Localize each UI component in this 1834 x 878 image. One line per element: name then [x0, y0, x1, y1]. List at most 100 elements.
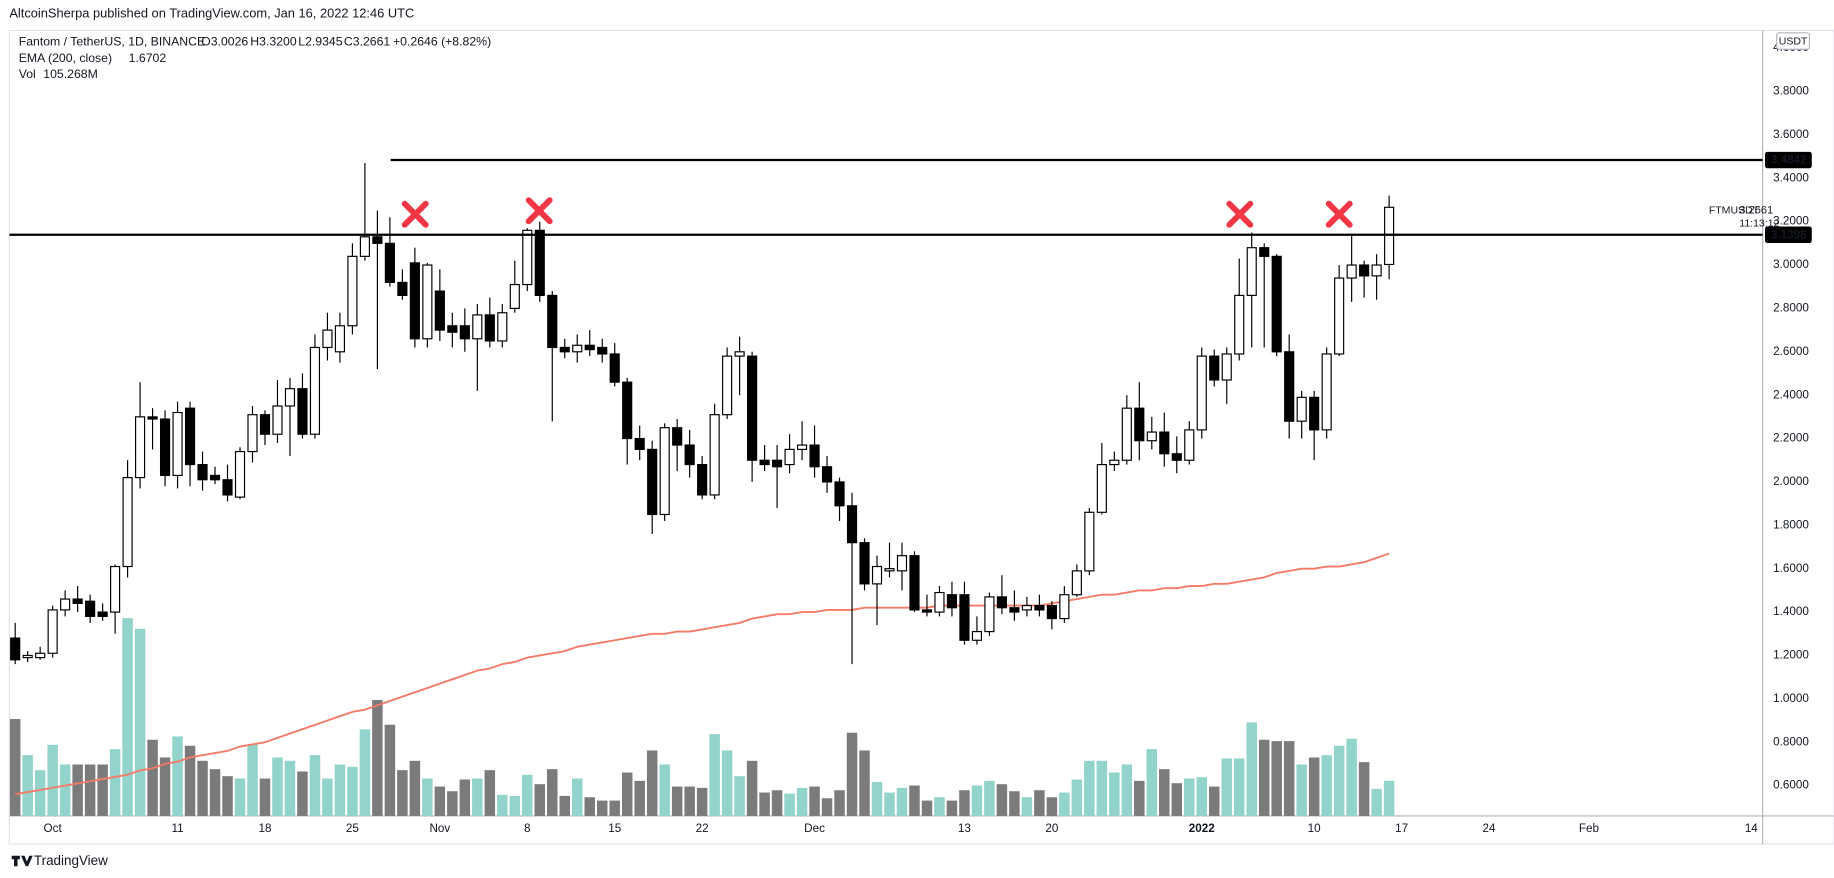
- x-tick-label: Dec: [804, 822, 825, 835]
- candle-body: [971, 631, 983, 641]
- level-label-box: [1764, 151, 1812, 169]
- candle-body: [597, 346, 608, 355]
- volume-bar: [22, 755, 33, 816]
- candle-body: [1321, 353, 1332, 431]
- candle-body: [796, 444, 808, 450]
- volume-bar: [1371, 788, 1382, 816]
- candle-body: [909, 555, 920, 611]
- volume-bar: [259, 778, 271, 816]
- y-tick-label: 2.0000: [1773, 475, 1809, 488]
- volume-bar: [984, 780, 995, 816]
- volume-bar: [1271, 741, 1282, 816]
- candle-body: [1159, 431, 1170, 455]
- candle-body: [272, 405, 283, 435]
- volume-bar: [871, 781, 883, 816]
- volume-bar: [1233, 758, 1245, 816]
- volume-bar: [1221, 758, 1232, 816]
- volume-bar: [634, 780, 645, 816]
- currency-label: USDT: [1779, 35, 1808, 47]
- y-tick-label: 0.6000: [1773, 779, 1809, 792]
- volume-bar: [34, 770, 46, 816]
- volume-bar: [1196, 777, 1208, 816]
- candle-body: [97, 611, 108, 617]
- volume-bar: [172, 736, 183, 816]
- volume-bar: [721, 750, 733, 816]
- candle-body: [697, 463, 708, 496]
- x-tick-label: Oct: [44, 822, 63, 835]
- volume-bar: [909, 785, 920, 816]
- volume-bar: [422, 778, 433, 816]
- volume-bar: [97, 764, 108, 816]
- volume-bar: [1096, 760, 1108, 816]
- candle-body: [1009, 607, 1020, 613]
- y-tick-label: 3.0000: [1773, 258, 1809, 271]
- volume-bar: [621, 772, 633, 816]
- currency-box: [1776, 32, 1811, 50]
- candle-body: [747, 355, 758, 461]
- x-tick-label: 22: [696, 822, 709, 835]
- level-label-box: [1764, 226, 1812, 243]
- volume-bar: [959, 790, 970, 816]
- volume-bar: [59, 764, 71, 816]
- candle-body: [147, 416, 158, 420]
- volume-bar: [809, 786, 820, 816]
- volume-bar: [646, 750, 658, 816]
- volume-bar: [372, 699, 383, 816]
- countdown: 11:13:12: [1739, 217, 1779, 229]
- y-tick-label: 3.2000: [1773, 215, 1809, 228]
- candle-body: [72, 598, 83, 604]
- x-tick-label: Feb: [1579, 822, 1600, 835]
- candle-body: [784, 448, 795, 466]
- candle-body: [1271, 255, 1282, 353]
- candle-body: [1146, 431, 1157, 442]
- volume-bar: [1021, 797, 1033, 816]
- candle-body: [1171, 453, 1182, 461]
- candle-body: [522, 229, 533, 286]
- candle-body: [397, 281, 408, 296]
- candle-body: [821, 466, 833, 483]
- volume-bar: [771, 790, 783, 816]
- volume-bar: [484, 770, 496, 816]
- level-label: 3.1396: [1771, 228, 1807, 241]
- volume-bar: [472, 778, 483, 816]
- candle-body: [921, 609, 933, 613]
- candle-body: [1209, 355, 1220, 381]
- volume-bar: [784, 793, 795, 816]
- candle-body: [322, 329, 333, 349]
- volume-bar: [609, 800, 620, 816]
- cross-marker: [1325, 200, 1353, 228]
- candle-body: [135, 416, 146, 479]
- volume-bar: [509, 795, 521, 816]
- volume-bar: [359, 729, 371, 816]
- volume-bar: [309, 755, 321, 816]
- volume-bar: [1109, 772, 1120, 816]
- volume-bar: [884, 792, 895, 816]
- cross-marker: [525, 197, 553, 225]
- volume-bar: [896, 787, 908, 816]
- candle-body: [1371, 264, 1382, 277]
- cross-marker: [1226, 200, 1254, 228]
- candle-body: [222, 479, 233, 496]
- candle-body: [622, 381, 633, 440]
- candle-body: [509, 283, 520, 309]
- candle-body: [609, 353, 620, 383]
- candle-body: [659, 427, 670, 516]
- volume-bar: [434, 786, 446, 816]
- volume-bar: [1258, 739, 1270, 816]
- candle-body: [1346, 264, 1357, 279]
- candle-body: [1121, 407, 1132, 461]
- candle-body: [447, 325, 458, 333]
- candle-body: [759, 459, 770, 466]
- candle-body: [1134, 407, 1145, 442]
- volume-bar: [109, 749, 121, 816]
- volume-bar: [759, 792, 770, 816]
- legend-open: O3.0026: [201, 34, 248, 48]
- candle-body: [946, 594, 958, 609]
- candle-body: [584, 344, 595, 351]
- volume-bar: [334, 764, 346, 816]
- volume-bar: [247, 744, 258, 816]
- candle-body: [35, 652, 46, 659]
- volume-bar: [734, 776, 745, 816]
